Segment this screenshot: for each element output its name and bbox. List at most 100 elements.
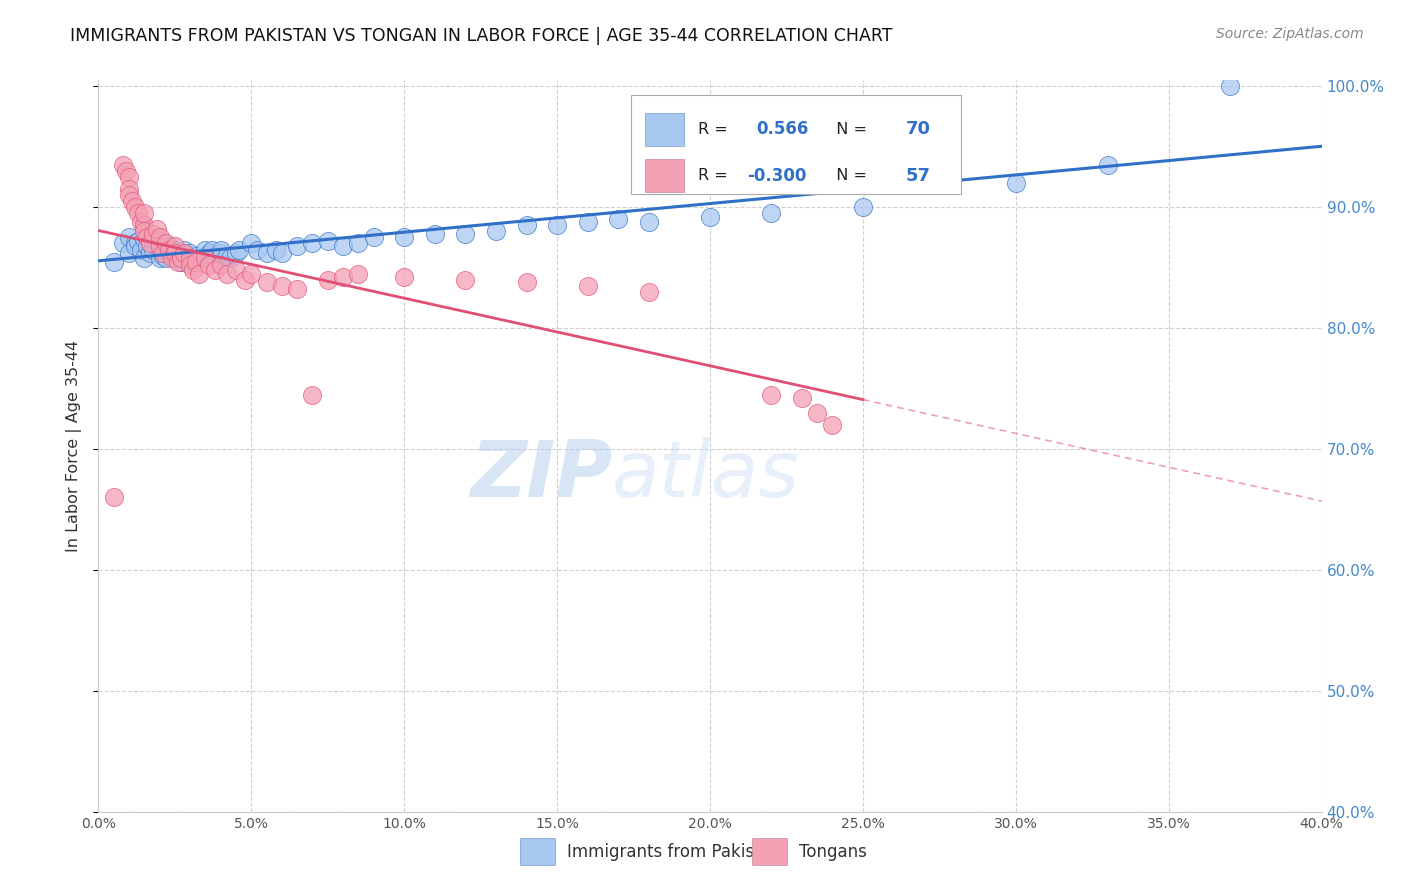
Text: R =: R = <box>697 169 733 184</box>
Point <box>181 254 204 268</box>
Point <box>454 273 477 287</box>
Point <box>516 219 538 233</box>
Point <box>149 239 172 253</box>
Point <box>1097 158 1119 172</box>
Point <box>285 282 308 296</box>
Point <box>179 246 201 260</box>
Text: 0.566: 0.566 <box>756 120 808 138</box>
Point <box>111 236 134 251</box>
Point <box>103 254 125 268</box>
Point <box>225 263 247 277</box>
Point <box>124 236 146 251</box>
Point <box>136 239 159 253</box>
Point <box>332 239 354 253</box>
Point <box>118 182 141 196</box>
Point <box>316 273 339 287</box>
Point <box>179 258 201 272</box>
Point <box>209 243 232 257</box>
Text: 70: 70 <box>905 120 931 138</box>
Point <box>209 258 232 272</box>
Point <box>204 251 226 265</box>
Point <box>118 188 141 202</box>
Point <box>209 246 232 260</box>
Text: IMMIGRANTS FROM PAKISTAN VS TONGAN IN LABOR FORCE | AGE 35-44 CORRELATION CHART: IMMIGRANTS FROM PAKISTAN VS TONGAN IN LA… <box>70 27 893 45</box>
Point <box>225 246 247 260</box>
Point <box>149 234 172 248</box>
Text: 57: 57 <box>905 167 931 185</box>
Point <box>127 234 149 248</box>
Point <box>170 254 193 268</box>
Point <box>160 251 183 265</box>
Point <box>118 169 141 184</box>
Point <box>134 232 156 246</box>
Point <box>316 234 339 248</box>
Point <box>163 243 186 257</box>
Point <box>270 278 292 293</box>
Point <box>152 249 174 263</box>
Text: Immigrants from Pakistan: Immigrants from Pakistan <box>567 843 780 861</box>
Point <box>423 227 446 241</box>
Point <box>485 224 508 238</box>
Point <box>790 391 813 405</box>
Point <box>637 285 661 299</box>
Point <box>145 234 167 248</box>
Point <box>149 230 172 244</box>
Point <box>197 246 219 260</box>
Point <box>246 243 269 257</box>
Point <box>181 263 204 277</box>
Text: N =: N = <box>827 169 872 184</box>
Point <box>194 251 217 265</box>
Point <box>136 230 159 244</box>
Text: R =: R = <box>697 122 738 137</box>
Point <box>516 275 538 289</box>
Point <box>163 239 186 253</box>
Point <box>142 236 165 251</box>
Point <box>129 243 152 257</box>
Text: N =: N = <box>827 122 872 137</box>
Point <box>115 164 138 178</box>
Point <box>228 243 250 257</box>
Point <box>607 212 630 227</box>
Point <box>1219 79 1241 94</box>
Bar <box>645 160 685 193</box>
Point <box>173 246 195 260</box>
Point <box>139 236 162 251</box>
Point <box>301 236 323 251</box>
Point <box>347 236 370 251</box>
Point <box>204 263 226 277</box>
Point <box>637 215 661 229</box>
Point <box>124 239 146 253</box>
Point <box>124 200 146 214</box>
Point <box>576 278 599 293</box>
Point <box>270 246 292 260</box>
Point <box>197 258 219 272</box>
Point <box>111 158 134 172</box>
Point <box>301 387 323 401</box>
Point <box>759 206 782 220</box>
Point <box>852 200 875 214</box>
Point <box>454 227 477 241</box>
Point <box>149 251 172 265</box>
Point <box>179 251 201 265</box>
Point <box>186 254 208 268</box>
Point <box>149 243 172 257</box>
Text: Tongans: Tongans <box>799 843 866 861</box>
Point <box>576 215 599 229</box>
Y-axis label: In Labor Force | Age 35-44: In Labor Force | Age 35-44 <box>66 340 83 552</box>
Point <box>699 210 721 224</box>
Point <box>160 246 183 260</box>
Point <box>167 249 190 263</box>
Point <box>157 239 180 253</box>
Point <box>200 243 222 257</box>
Point <box>142 227 165 241</box>
Point <box>194 251 217 265</box>
Point <box>155 243 177 257</box>
Point <box>392 230 416 244</box>
Point <box>240 267 263 281</box>
Point <box>134 206 156 220</box>
Point <box>152 246 174 260</box>
Point <box>157 243 180 257</box>
Point <box>139 246 162 260</box>
Point <box>118 246 141 260</box>
Bar <box>645 113 685 146</box>
